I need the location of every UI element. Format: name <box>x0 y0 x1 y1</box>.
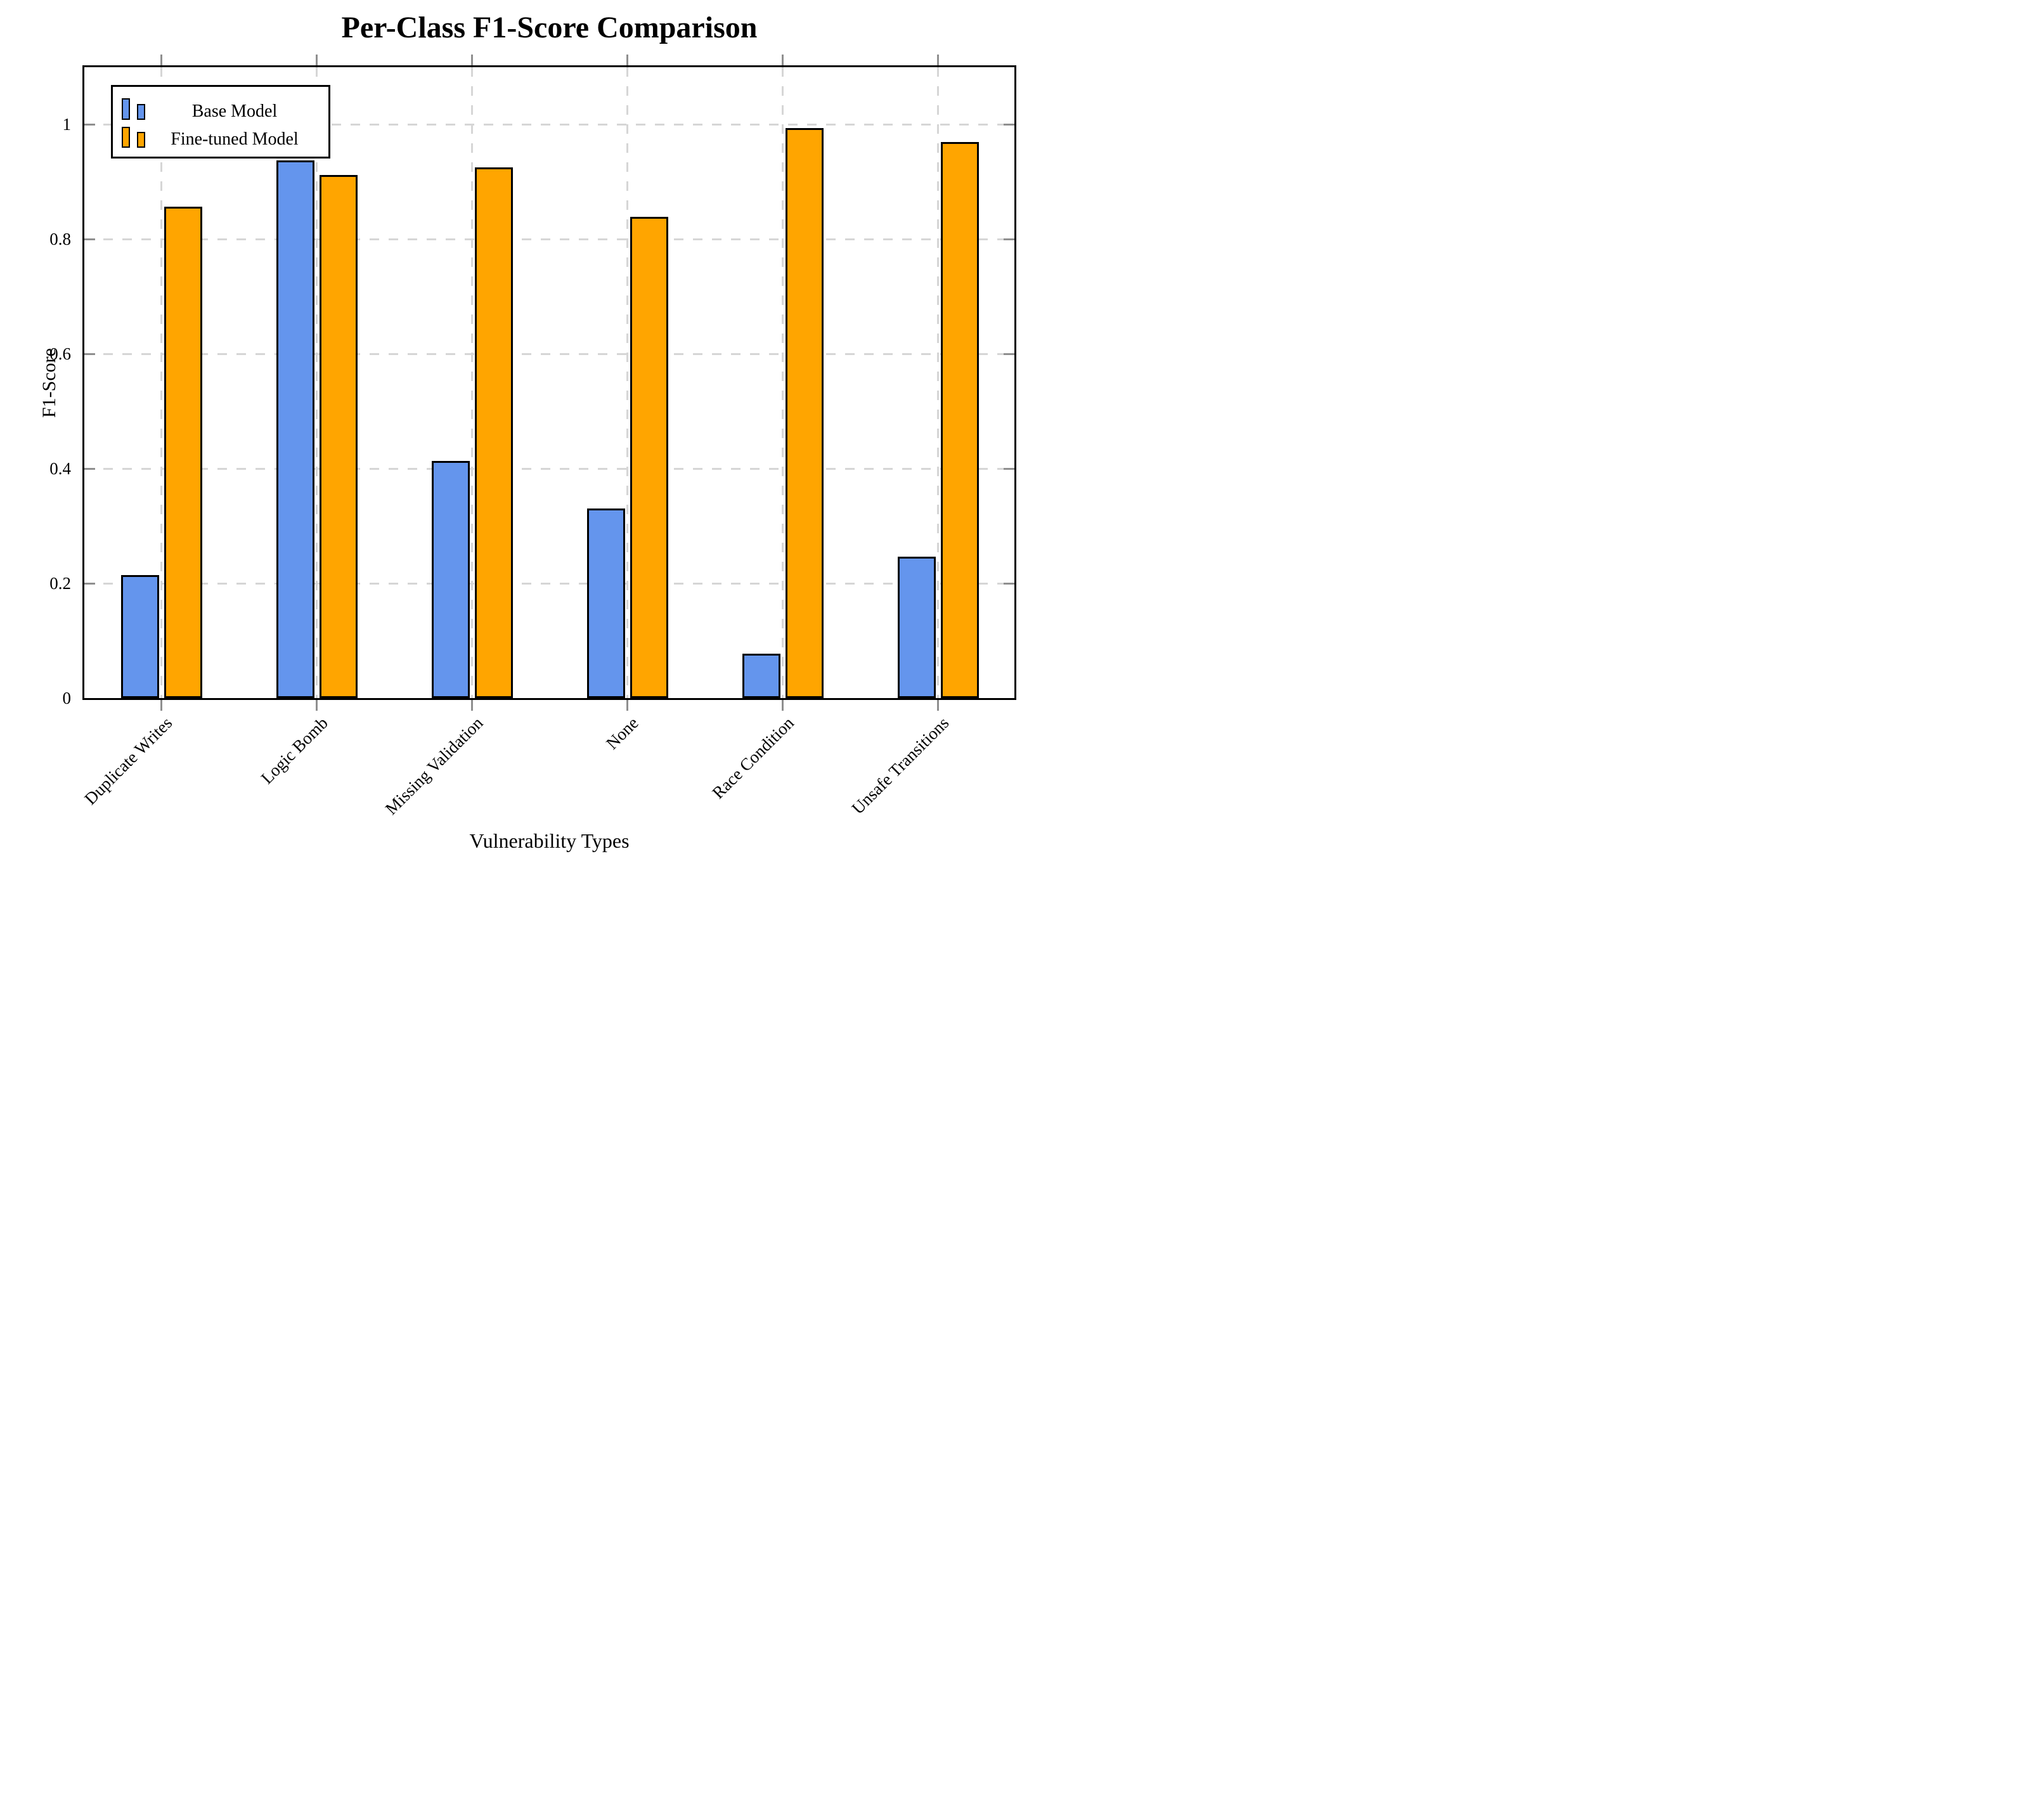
y-gridline <box>84 353 1014 355</box>
bar-base-model-logic-bomb <box>276 160 314 698</box>
x-gridline <box>626 67 628 698</box>
bar-fine-tuned-model-missing-validation <box>474 167 513 698</box>
bar-base-model-duplicate-writes <box>120 574 159 698</box>
legend: Base Model Fine-tuned Model <box>111 85 330 159</box>
fine-tuned-model-swatch-bar <box>137 132 145 148</box>
y-tick-label: 0.6 <box>49 344 71 364</box>
bar-base-model-unsafe-transitions <box>897 557 936 698</box>
plot-area <box>82 65 1016 700</box>
legend-label-fine-tuned-model: Fine-tuned Model <box>171 129 299 149</box>
x-gridline <box>160 67 162 698</box>
y-gridline <box>84 582 1014 585</box>
y-tick <box>84 353 95 355</box>
bar-fine-tuned-model-unsafe-transitions <box>940 141 979 698</box>
x-tick-label: Race Condition <box>708 713 798 803</box>
y-tick-label: 0.4 <box>49 459 71 479</box>
x-tick <box>937 55 939 65</box>
bar-base-model-race-condition <box>742 654 780 698</box>
x-tick <box>626 700 628 711</box>
base-model-swatch-icon <box>122 98 150 120</box>
bar-fine-tuned-model-duplicate-writes <box>164 206 202 698</box>
y-axis-label: F1-Score <box>39 348 60 418</box>
base-model-swatch-bar <box>122 98 130 120</box>
x-tick-label: Duplicate Writes <box>81 713 176 808</box>
legend-label-base-model: Base Model <box>191 101 278 121</box>
x-tick <box>782 55 784 65</box>
y-tick-label: 0 <box>62 689 72 708</box>
y-gridline <box>84 238 1014 240</box>
x-tick-label: Missing Validation <box>382 713 487 819</box>
y-tick <box>84 238 95 240</box>
y-tick-label: 0.8 <box>49 230 71 249</box>
bar-fine-tuned-model-logic-bomb <box>319 175 358 698</box>
fine-tuned-model-swatch-icon <box>122 127 150 148</box>
x-tick <box>471 55 473 65</box>
y-tick-label: 1 <box>62 115 72 134</box>
x-tick-label: Logic Bomb <box>257 713 332 788</box>
chart-canvas: Per-Class F1-Score Comparison F1-Score B… <box>0 0 1022 904</box>
y-tick <box>84 467 95 470</box>
bar-fine-tuned-model-race-condition <box>785 127 824 698</box>
bar-base-model-none <box>586 508 625 698</box>
fine-tuned-model-swatch-bar <box>122 127 130 148</box>
y-tick <box>84 582 95 585</box>
x-gridline <box>937 67 939 698</box>
x-tick <box>160 55 162 65</box>
x-gridline <box>316 67 318 698</box>
x-gridline <box>471 67 473 698</box>
x-tick <box>782 700 784 711</box>
y-tick <box>1004 467 1014 470</box>
y-tick-label: 0.2 <box>49 574 71 593</box>
x-tick <box>316 700 318 711</box>
x-axis-label: Vulnerability Types <box>469 829 630 852</box>
x-tick <box>626 55 628 65</box>
x-tick <box>316 55 318 65</box>
legend-item-base-model: Base Model <box>122 93 320 121</box>
x-tick <box>937 700 939 711</box>
y-tick <box>1004 582 1014 585</box>
chart-title: Per-Class F1-Score Comparison <box>341 11 758 44</box>
bar-base-model-missing-validation <box>431 461 470 698</box>
x-tick <box>160 700 162 711</box>
legend-item-fine-tuned-model: Fine-tuned Model <box>122 121 320 149</box>
x-tick-label: None <box>602 713 642 753</box>
x-gridline <box>782 67 784 698</box>
y-gridline <box>84 467 1014 470</box>
y-tick <box>1004 238 1014 240</box>
base-model-swatch-bar <box>137 104 145 120</box>
y-gridline <box>84 123 1014 126</box>
x-tick-label: Unsafe Transitions <box>848 713 953 818</box>
y-tick <box>1004 353 1014 355</box>
bar-fine-tuned-model-none <box>630 217 668 698</box>
y-tick <box>84 123 95 126</box>
x-tick <box>471 700 473 711</box>
y-tick <box>1004 123 1014 126</box>
